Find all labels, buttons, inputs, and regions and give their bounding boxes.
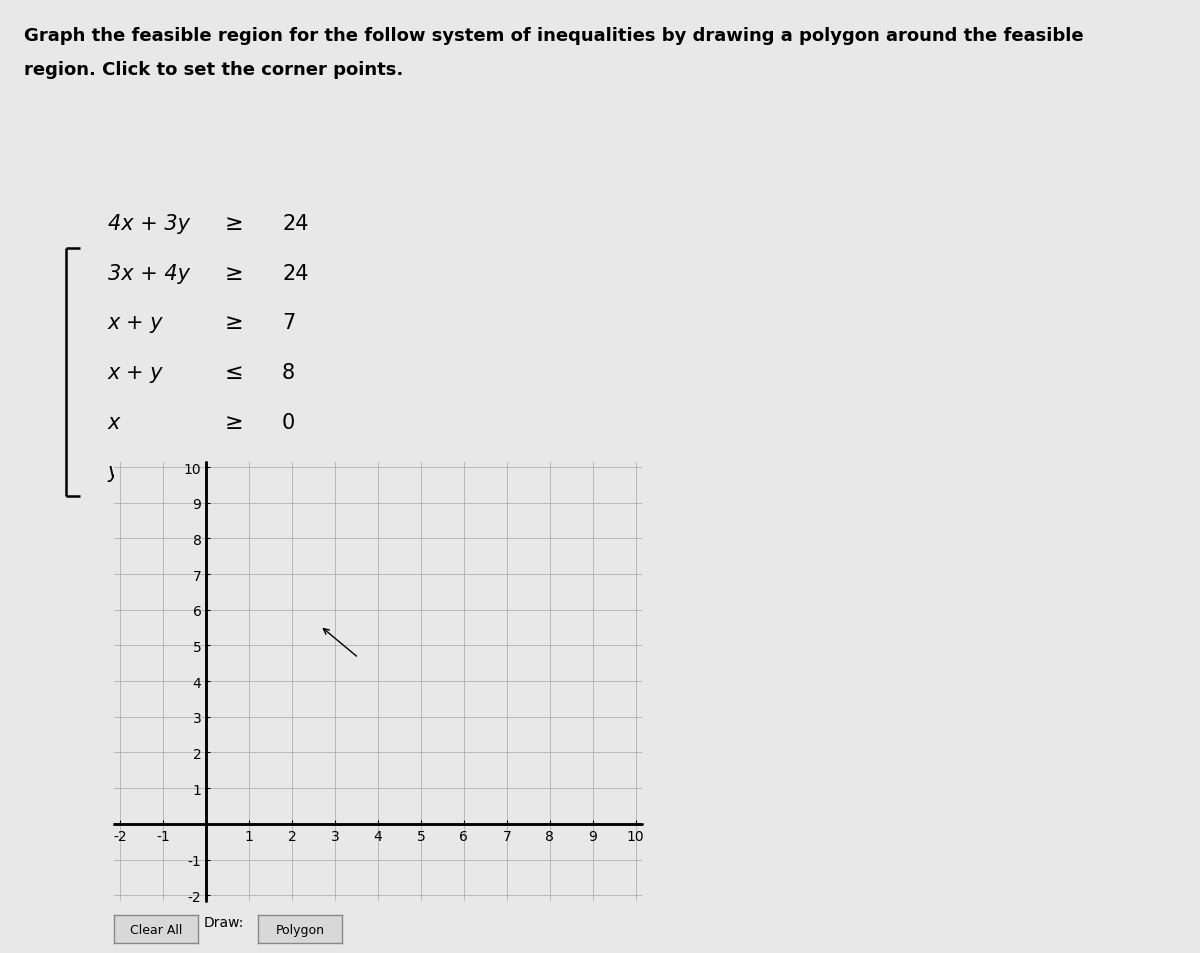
Text: 7: 7 xyxy=(282,314,295,333)
Text: ≥: ≥ xyxy=(224,413,244,432)
Text: 24: 24 xyxy=(282,214,308,233)
Text: ≥: ≥ xyxy=(224,314,244,333)
Text: 0: 0 xyxy=(282,462,295,481)
Text: Draw:: Draw: xyxy=(204,915,245,928)
Text: 3x + 4y: 3x + 4y xyxy=(108,264,190,283)
Text: ≥: ≥ xyxy=(224,214,244,233)
Text: 24: 24 xyxy=(282,264,308,283)
Text: x + y: x + y xyxy=(108,363,163,382)
Text: Polygon: Polygon xyxy=(276,923,324,936)
Text: 0: 0 xyxy=(282,413,295,432)
Text: x: x xyxy=(108,413,120,432)
Text: ≥: ≥ xyxy=(224,462,244,481)
Text: Graph the feasible region for the follow system of inequalities by drawing a pol: Graph the feasible region for the follow… xyxy=(24,27,1084,45)
Text: 4x + 3y: 4x + 3y xyxy=(108,214,190,233)
Text: 8: 8 xyxy=(282,363,295,382)
Text: Clear All: Clear All xyxy=(130,923,182,936)
Text: region. Click to set the corner points.: region. Click to set the corner points. xyxy=(24,61,403,79)
Text: x + y: x + y xyxy=(108,314,163,333)
Text: y: y xyxy=(108,462,120,481)
Text: ≤: ≤ xyxy=(224,363,244,382)
Text: ≥: ≥ xyxy=(224,264,244,283)
